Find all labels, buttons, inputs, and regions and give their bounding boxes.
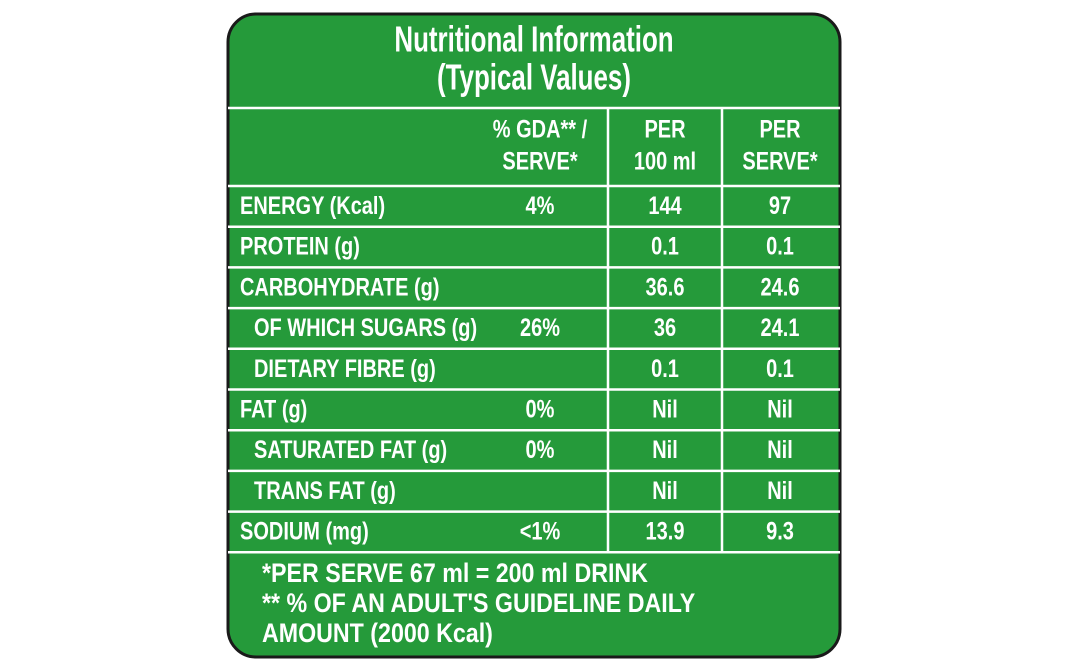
- cell-value: 0.1: [651, 355, 679, 383]
- cell-value: 36.6: [646, 273, 685, 301]
- column-header: PER: [644, 116, 685, 144]
- cell-value: Nil: [652, 395, 678, 423]
- cell-value: 9.3: [766, 517, 794, 545]
- column-header: % GDA** /: [493, 116, 588, 144]
- cell-value: <1%: [520, 517, 561, 545]
- row-label: ENERGY (Kcal): [240, 192, 385, 220]
- cell-value: Nil: [767, 477, 793, 505]
- row-label: DIETARY FIBRE (g): [254, 355, 436, 383]
- column-header: PER: [759, 116, 800, 144]
- cell-value: 0.1: [766, 233, 794, 261]
- subtitle: (Typical Values): [437, 57, 631, 97]
- column-header: SERVE*: [502, 148, 577, 176]
- row-label: FAT (g): [240, 395, 307, 423]
- footnote: AMOUNT (2000 Kcal): [262, 619, 493, 649]
- column-header: SERVE*: [742, 148, 817, 176]
- title: Nutritional Information: [394, 19, 673, 59]
- cell-value: Nil: [767, 436, 793, 464]
- cell-value: 97: [769, 192, 791, 220]
- column-header: 100 ml: [634, 148, 696, 176]
- cell-value: 13.9: [646, 517, 685, 545]
- cell-value: 0%: [526, 395, 555, 423]
- cell-value: Nil: [652, 436, 678, 464]
- cell-value: 24.1: [761, 314, 800, 342]
- cell-value: Nil: [652, 477, 678, 505]
- row-label: SATURATED FAT (g): [254, 436, 447, 464]
- cell-value: 0.1: [651, 233, 679, 261]
- cell-value: 144: [648, 192, 682, 220]
- cell-value: 36: [654, 314, 676, 342]
- footnote: ** % OF AN ADULT'S GUIDELINE DAILY: [262, 589, 695, 619]
- row-label: OF WHICH SUGARS (g): [254, 314, 477, 342]
- cell-value: 0%: [526, 436, 555, 464]
- row-label: SODIUM (mg): [240, 517, 369, 545]
- label-content: Nutritional Information(Typical Values)%…: [228, 19, 840, 649]
- cell-value: 0.1: [766, 355, 794, 383]
- cell-value: 4%: [526, 192, 555, 220]
- row-label: CARBOHYDRATE (g): [240, 273, 439, 301]
- row-label: PROTEIN (g): [240, 233, 360, 261]
- footnote: *PER SERVE 67 ml = 200 ml DRINK: [262, 559, 648, 589]
- cell-value: 24.6: [761, 273, 800, 301]
- cell-value: 26%: [520, 314, 560, 342]
- cell-value: Nil: [767, 395, 793, 423]
- row-label: TRANS FAT (g): [254, 477, 396, 505]
- label-panel: [226, 12, 842, 659]
